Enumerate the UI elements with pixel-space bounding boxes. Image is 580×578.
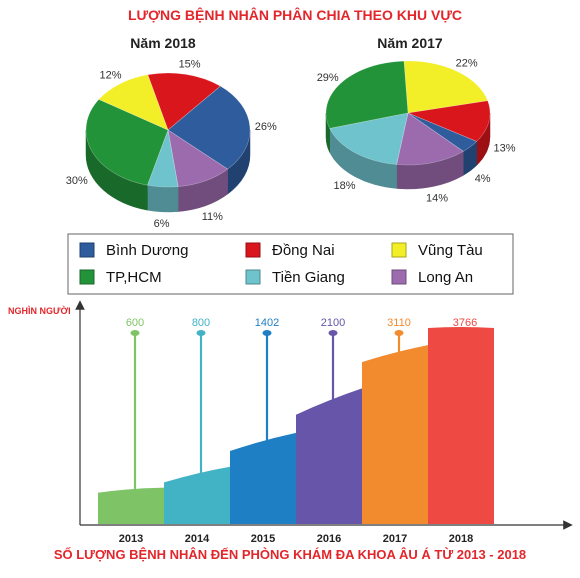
pie-slice xyxy=(406,100,491,142)
x-tick-label: 2014 xyxy=(185,533,210,545)
pie-slice xyxy=(403,60,489,114)
pie-side-walls xyxy=(85,129,251,213)
value-label: 800 xyxy=(192,317,210,329)
pie-slice xyxy=(407,112,478,152)
legend-frame xyxy=(67,233,514,295)
pie-slice-label: 4% xyxy=(475,173,491,185)
pie-slice-label: 22% xyxy=(456,57,478,69)
value-marker-dot xyxy=(394,330,404,336)
value-marker-dot xyxy=(262,330,272,336)
pie-slice-label: 29% xyxy=(317,72,339,84)
x-tick-label: 2016 xyxy=(317,533,341,545)
x-tick-label: 2015 xyxy=(251,533,275,545)
pie-slice xyxy=(85,98,169,186)
pie-slice xyxy=(147,128,179,188)
pie-slice-label: 26% xyxy=(255,121,277,133)
area-segment-2016 xyxy=(296,388,362,524)
pie-chart-2018: Năm 2018 15% 26% 11% 6% 30% 12% xyxy=(66,35,277,230)
legend-label: Vũng Tàu xyxy=(418,242,483,259)
legend-swatch xyxy=(245,242,261,258)
value-label: 3766 xyxy=(453,317,477,329)
area-chart: NGHÌN NGƯỜI 600 2013 800 2014 1402 2015 2100 20… xyxy=(8,300,573,545)
area-segment-2018 xyxy=(428,327,494,524)
value-label: 1402 xyxy=(255,317,279,329)
value-label: 600 xyxy=(126,317,144,329)
value-marker-dot xyxy=(130,330,140,336)
pie-slice-label: 11% xyxy=(202,211,223,223)
legend-label: Đồng Nai xyxy=(272,242,335,259)
pie-side-ti-n-giang xyxy=(147,184,179,213)
x-tick-label: 2013 xyxy=(119,533,143,545)
pie-slice xyxy=(167,129,229,187)
legend: Bình Dương Đồng Nai Vũng Tàu TP,HCM Tiền Gia… xyxy=(67,233,514,295)
legend-label: Tiền Giang xyxy=(272,269,345,286)
area-segment-2014 xyxy=(164,466,230,524)
legend-label: Long An xyxy=(418,269,473,286)
pie-slice xyxy=(329,112,409,165)
chart-title: LƯỢNG BỆNH NHÂN PHÂN CHIA THEO KHU VỰC xyxy=(128,6,462,23)
pie-slice-label: 18% xyxy=(333,180,355,192)
legend-label: Bình Dương xyxy=(106,242,188,259)
legend-swatch xyxy=(391,269,407,285)
pie-slice xyxy=(325,60,409,129)
pie-slice xyxy=(147,72,221,131)
area-segment-2017 xyxy=(362,345,428,524)
pie-slice-label: 13% xyxy=(494,143,516,155)
pie-slice-label: 6% xyxy=(154,218,170,230)
pie-slice xyxy=(98,74,169,131)
legend-swatch xyxy=(79,242,95,258)
pie-slice xyxy=(396,112,464,166)
x-tick-label: 2018 xyxy=(449,533,473,545)
legend-swatch xyxy=(391,242,407,258)
pie-slice-label: 12% xyxy=(100,70,122,82)
footer-title: SỐ LƯỢNG BỆNH NHÂN ĐẾN PHÒNG KHÁM ĐA KHO… xyxy=(54,547,526,562)
legend-swatch xyxy=(245,269,261,285)
pie-2017-title: Năm 2017 xyxy=(377,35,443,51)
value-label: 2100 xyxy=(321,317,345,329)
pie-slice-label: 15% xyxy=(179,58,201,70)
value-marker-dot xyxy=(196,330,206,336)
area-segment-2015 xyxy=(230,432,296,524)
area-segment-2013 xyxy=(98,487,164,524)
legend-label: TP,HCM xyxy=(106,269,162,286)
pie-slice xyxy=(167,85,251,170)
legend-swatch xyxy=(79,269,95,285)
value-marker-dot xyxy=(328,330,338,336)
value-label: 3110 xyxy=(387,317,411,329)
y-axis-label: NGHÌN NGƯỜI xyxy=(8,305,71,316)
value-marker-dot xyxy=(460,330,470,336)
x-tick-label: 2017 xyxy=(383,533,407,545)
pie-slice-label: 14% xyxy=(426,192,448,204)
pie-chart-2017: Năm 2017 22% 13% 4% 14% 18% 29% xyxy=(317,35,516,204)
pie-slice-label: 30% xyxy=(66,175,88,187)
pie-side-walls xyxy=(325,112,491,190)
pie-2018-title: Năm 2018 xyxy=(130,35,196,51)
